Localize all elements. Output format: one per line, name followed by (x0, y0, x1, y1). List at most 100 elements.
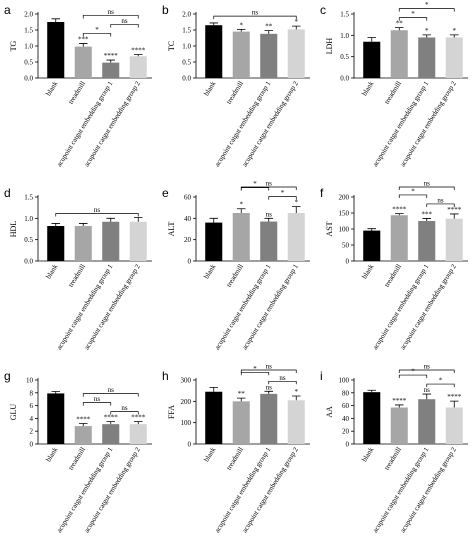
bracket-label: ns (108, 8, 115, 16)
significance-label: ns (424, 386, 431, 394)
significance-bracket (426, 203, 455, 207)
bracket-label: * (411, 10, 415, 18)
y-tick-label: 50 (342, 242, 350, 250)
significance-label: *** (78, 35, 89, 43)
y-tick-label: 1.0 (24, 215, 33, 223)
bar (418, 399, 436, 444)
bracket-label: * (281, 189, 285, 197)
bracket-label: ns (252, 9, 259, 17)
significance-bracket (398, 186, 455, 190)
x-tick-label: acupoint catgut embedding group 1 (213, 445, 273, 534)
x-tick-label: blank (44, 79, 59, 97)
error-bar (422, 218, 432, 221)
error-bar (367, 389, 377, 393)
bracket-label: * (253, 180, 257, 188)
y-tick-label: 0.5 (182, 59, 191, 67)
y-tick-label: 6 (30, 402, 34, 410)
panel-letter: f (320, 186, 324, 200)
error-bar (291, 395, 301, 401)
bracket-label: * (425, 1, 429, 9)
error-bar (133, 54, 143, 57)
significance-label: **** (131, 47, 146, 55)
x-tick-label: acupoint catgut embedding group 2 (83, 445, 143, 534)
bracket-label: ns (266, 180, 273, 188)
significance-bracket (398, 369, 455, 373)
bar (232, 401, 250, 444)
significance-bracket (240, 186, 297, 190)
x-tick-label: blank (360, 445, 375, 463)
x-tick-label: acupoint catgut embedding group 1 (55, 79, 115, 168)
error-bar (449, 400, 459, 408)
error-bar (236, 28, 246, 32)
error-bar (51, 391, 61, 394)
significance-bracket (82, 15, 139, 19)
significance-label: * (240, 201, 244, 209)
y-tick-label: 100 (339, 377, 350, 385)
bracket-label: ns (108, 386, 115, 394)
y-tick-label: 60 (184, 194, 192, 202)
significance-bracket (398, 17, 428, 21)
significance-bracket (110, 24, 139, 28)
panel-letter: a (4, 3, 11, 17)
significance-bracket (82, 393, 139, 397)
bracket-label: ns (424, 363, 431, 371)
x-tick-label: acupoint catgut embedding group 1 (213, 262, 273, 351)
error-bar (106, 217, 116, 222)
panel-letter: g (4, 369, 11, 383)
y-axis-label: ALT (167, 221, 176, 236)
bracket-label: ns (121, 17, 128, 25)
x-tick-label: acupoint catgut embedding group 2 (241, 79, 301, 168)
bar (287, 400, 305, 444)
y-tick-label: 0.5 (24, 59, 33, 67)
bar (445, 37, 463, 78)
y-axis-label: TC (167, 41, 176, 51)
x-tick-label: blank (360, 262, 375, 280)
x-tick-label: acupoint catgut embedding group 1 (55, 262, 115, 351)
x-tick-label: treadmill (225, 263, 245, 289)
y-axis-label: TG (9, 40, 18, 51)
x-tick-label: acupoint catgut embedding group 2 (399, 79, 459, 168)
y-tick-label: 20 (184, 236, 192, 244)
error-bar (133, 217, 143, 222)
bracket-label: * (439, 377, 443, 385)
significance-label: * (240, 21, 244, 29)
error-bar (264, 217, 274, 222)
x-tick-label: acupoint catgut embedding group 2 (83, 262, 143, 351)
bracket-label: ns (266, 363, 273, 371)
x-tick-label: acupoint catgut embedding group 1 (371, 79, 431, 168)
y-tick-label: 1.0 (182, 43, 191, 51)
significance-label: ** (396, 20, 404, 28)
significance-label: **** (131, 414, 146, 422)
bar (390, 30, 408, 78)
x-tick-label: acupoint catgut embedding group 1 (371, 445, 431, 534)
significance-bracket (55, 213, 139, 217)
significance-bracket (240, 371, 270, 376)
bar (390, 215, 408, 261)
significance-label: * (425, 27, 429, 35)
significance-label: **** (392, 397, 407, 405)
bracket-label: ns (437, 196, 444, 204)
x-tick-label: blank (44, 262, 59, 280)
significance-label: **** (76, 416, 91, 424)
error-bar (367, 37, 377, 42)
bar (287, 213, 305, 261)
significance-label: **** (104, 52, 119, 60)
bar (47, 226, 65, 261)
bar (102, 62, 120, 78)
y-tick-label: 0.0 (340, 75, 349, 83)
bar (102, 221, 120, 261)
bar (445, 218, 463, 261)
x-tick-label: acupoint catgut embedding group 1 (213, 79, 273, 168)
x-tick-label: treadmill (67, 263, 87, 289)
bar (363, 392, 381, 444)
error-bar (264, 30, 274, 34)
y-tick-label: 1.0 (24, 43, 33, 51)
significance-bracket (213, 15, 297, 20)
error-bar (394, 27, 404, 31)
bracket-label: * (95, 26, 99, 34)
bar (74, 46, 92, 78)
y-tick-label: 1.0 (340, 32, 349, 40)
error-bar (449, 34, 459, 38)
y-tick-label: 60 (342, 402, 350, 410)
